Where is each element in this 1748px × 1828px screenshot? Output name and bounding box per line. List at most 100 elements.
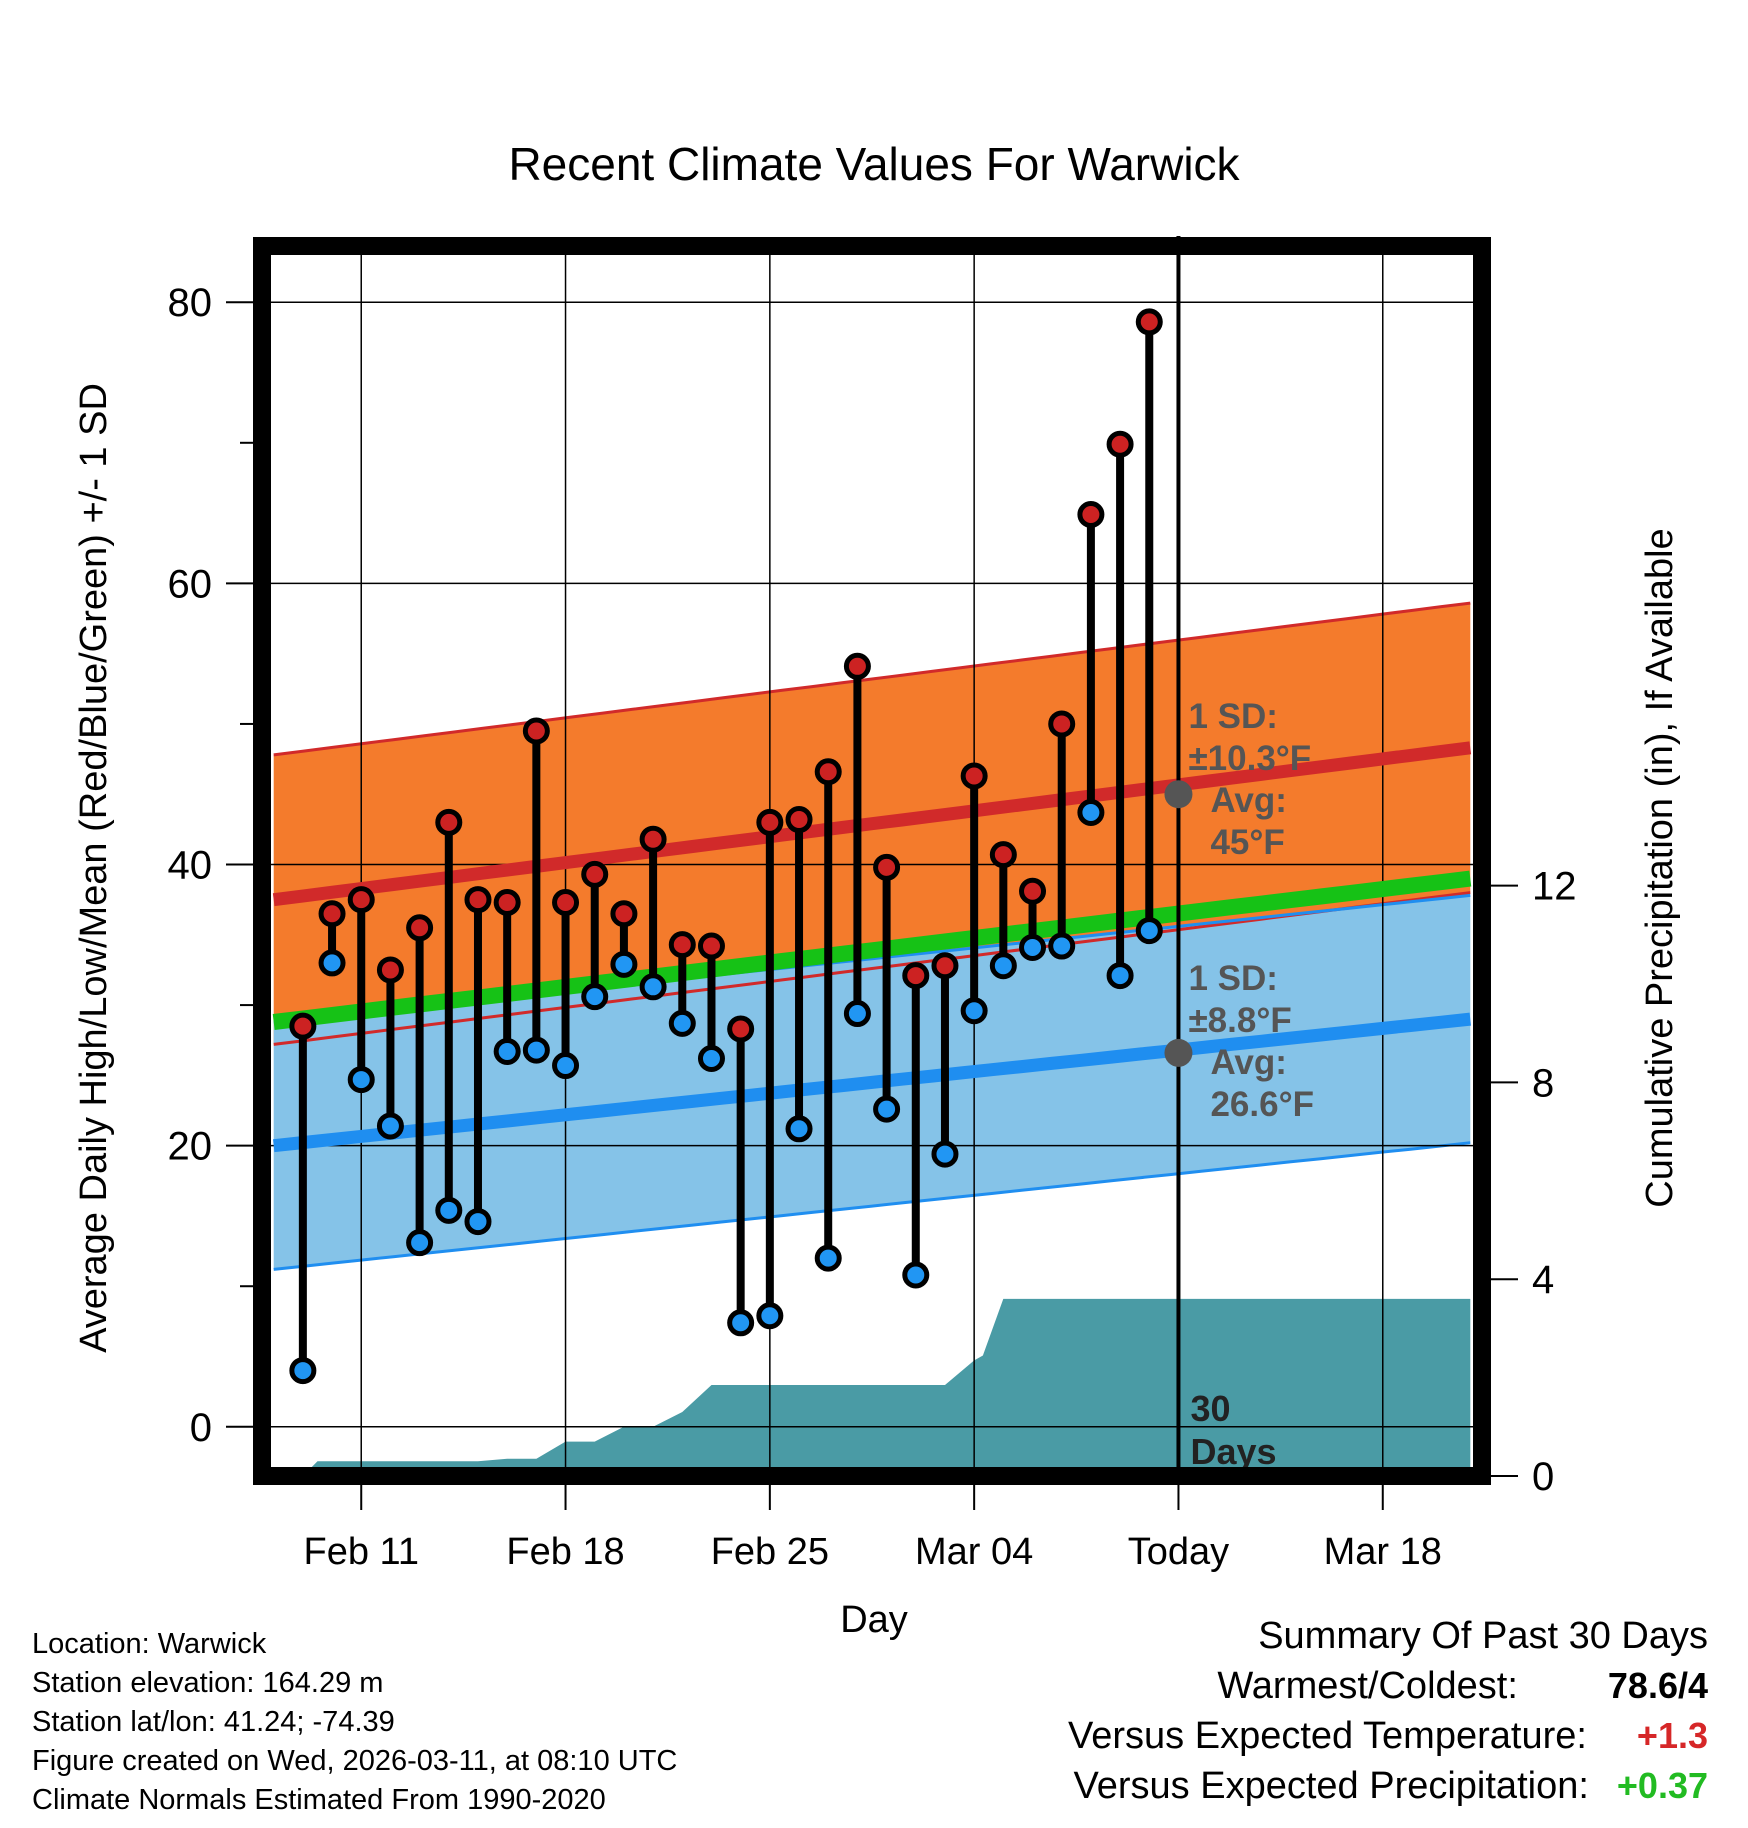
- summary-warmest-row: Warmest/Coldest: 78.6/4: [948, 1665, 1708, 1715]
- daily-low-point: [843, 1000, 871, 1028]
- daily-high-point: [873, 853, 901, 881]
- daily-low-point: [581, 983, 609, 1011]
- station-info: Location: Warwick Station elevation: 164…: [32, 1625, 677, 1820]
- summary-precip-row: Versus Expected Precipitation: +0.37: [948, 1765, 1709, 1815]
- low-avg-label: Avg:: [1210, 1043, 1286, 1082]
- elevation-text: Station elevation: 164.29 m: [32, 1667, 384, 1699]
- daily-low-point: [1019, 933, 1047, 961]
- high-avg-value: 45°F: [1210, 823, 1284, 862]
- daily-high-point: [756, 808, 784, 836]
- y-tick-label: 0: [190, 1406, 212, 1450]
- high-sd-label: 1 SD:: [1188, 697, 1277, 736]
- temp-value: +1.3: [1636, 1715, 1708, 1756]
- location-text: Location: Warwick: [32, 1628, 267, 1660]
- daily-low-point: [464, 1208, 492, 1236]
- y-axis-label: Average Daily High/Low/Mean (Red/Blue/Gr…: [73, 383, 115, 1353]
- daily-high-point: [1135, 308, 1163, 336]
- daily-low-point: [1106, 962, 1134, 990]
- daily-low-point: [493, 1037, 521, 1065]
- daily-high-point: [347, 886, 375, 914]
- daily-low-point: [406, 1229, 434, 1257]
- daily-high-point: [814, 758, 842, 786]
- daily-low-point: [756, 1302, 784, 1330]
- daily-low-point: [697, 1045, 725, 1073]
- x-tick-label: Feb 11: [303, 1531, 418, 1573]
- axes: 0 20 40 60 80 0 4 8 12 Feb 11 Feb 18 Feb 25 Mar 04 To…: [168, 281, 1577, 1573]
- daily-high-point: [435, 808, 463, 836]
- daily-high-point: [960, 762, 988, 790]
- daily-observations: [289, 308, 1163, 1385]
- daily-low-point: [727, 1309, 755, 1337]
- plot-frame: [253, 237, 1491, 1485]
- daily-low-point: [289, 1357, 317, 1385]
- y-axis-right-label: Cumulative Precipitation (in), If Availa…: [1639, 528, 1681, 1207]
- daily-high-point: [697, 932, 725, 960]
- normal-mean-line: [272, 870, 1472, 1030]
- normals-text: Climate Normals Estimated From 1990-2020: [32, 1784, 606, 1816]
- cumulative-precip-area: [302, 1298, 1471, 1476]
- y-tick-label: 20: [168, 1125, 213, 1169]
- daily-low-point: [347, 1066, 375, 1094]
- daily-low-point: [639, 973, 667, 1001]
- daily-high-point: [1106, 430, 1134, 458]
- daily-low-point: [960, 997, 988, 1025]
- daily-high-point: [727, 1015, 755, 1043]
- daily-high-point: [902, 962, 930, 990]
- x-tick-label: Today: [1128, 1531, 1229, 1573]
- daily-high-point: [493, 888, 521, 916]
- daily-high-point: [931, 952, 959, 980]
- daily-low-point: [785, 1115, 813, 1143]
- y-tick-label: 40: [168, 844, 213, 888]
- daily-high-point: [639, 825, 667, 853]
- warmest-label: Warmest/Coldest:: [1217, 1665, 1518, 1707]
- x-tick-label: Mar 04: [915, 1531, 1033, 1573]
- daily-low-point: [522, 1036, 550, 1064]
- y-tick-label: 60: [168, 562, 213, 606]
- daily-high-point: [464, 886, 492, 914]
- y-tick-label: 80: [168, 281, 213, 325]
- warmest-value: 78.6/4: [1607, 1665, 1708, 1706]
- high-band-upper-edge: [273, 601, 1471, 757]
- daily-high-point: [581, 860, 609, 888]
- x-tick-label: Feb 25: [711, 1531, 829, 1573]
- daily-high-point: [406, 914, 434, 942]
- daily-low-point: [902, 1261, 930, 1289]
- summary-panel: Summary Of Past 30 Days Warmest/Coldest:…: [948, 1615, 1708, 1815]
- x-tick-label: Mar 18: [1324, 1531, 1442, 1573]
- daily-high-point: [522, 717, 550, 745]
- daily-high-point: [785, 806, 813, 834]
- window-days-number: 30: [1190, 1388, 1230, 1429]
- daily-high-point: [989, 841, 1017, 869]
- window-days-label: Days: [1190, 1431, 1276, 1472]
- precip-label: Versus Expected Precipitation:: [1073, 1765, 1589, 1807]
- daily-low-point: [435, 1196, 463, 1224]
- precipitation-area: [302, 1298, 1471, 1476]
- daily-low-point: [989, 952, 1017, 980]
- low-sd-value: ±8.8°F: [1188, 1001, 1291, 1040]
- y-right-tick-label: 0: [1532, 1455, 1554, 1499]
- daily-low-point: [931, 1140, 959, 1168]
- daily-high-point: [1048, 710, 1076, 738]
- normal-high-line: [272, 741, 1472, 907]
- precip-value: +0.37: [1616, 1765, 1708, 1806]
- high-avg-label: Avg:: [1210, 781, 1286, 820]
- x-axis-label: Day: [840, 1599, 908, 1641]
- daily-low-point: [1048, 932, 1076, 960]
- low-avg-value: 26.6°F: [1210, 1085, 1314, 1124]
- y-right-tick-label: 12: [1532, 865, 1577, 909]
- normal-lines: [272, 741, 1472, 1153]
- x-tick-label: Feb 18: [506, 1531, 624, 1573]
- created-text: Figure created on Wed, 2026-03-11, at 08…: [32, 1745, 678, 1777]
- y-right-tick-label: 8: [1532, 1061, 1554, 1105]
- daily-low-point: [552, 1052, 580, 1080]
- daily-high-point: [1077, 500, 1105, 528]
- low-sd-label: 1 SD:: [1188, 959, 1277, 998]
- daily-low-point: [814, 1244, 842, 1272]
- daily-high-point: [610, 900, 638, 928]
- daily-high-point: [843, 652, 871, 680]
- daily-high-point: [1019, 877, 1047, 905]
- latlon-text: Station lat/lon: 41.24; -74.39: [32, 1706, 395, 1738]
- daily-low-point: [1077, 799, 1105, 827]
